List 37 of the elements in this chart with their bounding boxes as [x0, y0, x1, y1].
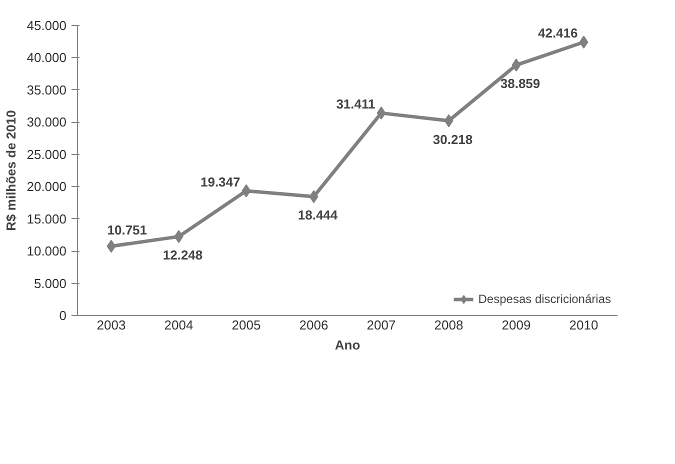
data-label: 31.411 — [336, 96, 376, 112]
legend-label: Despesas discricionárias — [478, 292, 611, 306]
x-tick-label: 2010 — [569, 318, 598, 332]
point — [242, 184, 251, 198]
point — [444, 114, 454, 128]
data-label: 42.416 — [538, 26, 578, 41]
x-tick-label: 2008 — [434, 318, 464, 332]
x-tick-label: 2006 — [299, 318, 328, 332]
data-label: 38.859 — [500, 76, 540, 92]
y-tick-label: 0 — [59, 308, 67, 323]
x-tick-label: 2004 — [164, 318, 194, 332]
point — [106, 240, 116, 253]
data-label: 18.444 — [298, 208, 338, 223]
x-tick-label: 2007 — [366, 318, 396, 332]
point — [512, 58, 521, 72]
x-tick-label: 2003 — [96, 318, 126, 332]
y-tick-label: 10.000 — [26, 244, 67, 259]
data-label: 19.347 — [200, 174, 240, 190]
data-label: 30.218 — [432, 132, 473, 147]
x-tick-label: 2005 — [232, 318, 261, 332]
y-tick-label: 20.000 — [26, 179, 67, 194]
point — [174, 230, 184, 244]
point — [579, 36, 588, 49]
y-tick-label: 25.000 — [26, 146, 67, 162]
x-tick-label: 2009 — [502, 318, 531, 332]
data-label: 10.751 — [107, 222, 148, 238]
y-axis-title: R$ milhões de 2010 — [4, 110, 19, 231]
y-tick-label: 40.000 — [26, 50, 67, 66]
y-tick-label: 15.000 — [26, 211, 67, 226]
point — [309, 190, 318, 204]
x-axis-title: Ano — [334, 338, 360, 352]
y-tick-label: 30.000 — [26, 114, 67, 130]
point — [376, 106, 386, 120]
y-tick-label: 45.000 — [26, 18, 67, 33]
y-tick-label: 35.000 — [26, 82, 67, 98]
y-tick-label: 5.000 — [34, 276, 67, 291]
data-label: 12.248 — [162, 248, 203, 263]
